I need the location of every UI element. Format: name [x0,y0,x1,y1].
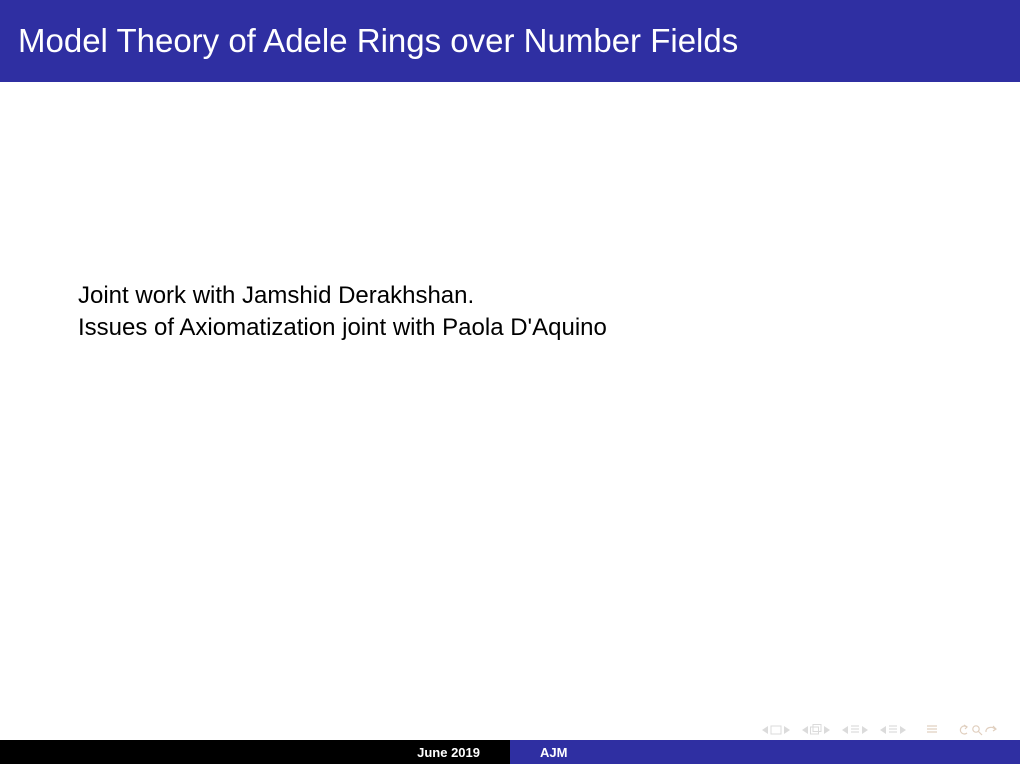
slide-frame-icon[interactable] [770,725,782,735]
goto-arrow-icon[interactable] [984,724,998,736]
title-bar: Model Theory of Adele Rings over Number … [0,0,1020,82]
footer-short-title: AJM [510,740,1020,764]
chevron-right-icon[interactable] [862,726,868,734]
footer-date: June 2019 [0,740,510,764]
chevron-right-icon[interactable] [900,726,906,734]
chevron-left-icon[interactable] [842,726,848,734]
back-arrow-icon[interactable] [958,724,970,736]
chevron-left-icon[interactable] [762,726,768,734]
footer-bar: June 2019 AJM [0,740,1020,764]
body-line-1: Joint work with Jamshid Derakhshan. [78,280,940,312]
nav-section-group [802,724,830,736]
chevron-left-icon[interactable] [880,726,886,734]
body-line-2: Issues of Axiomatization joint with Paol… [78,312,940,344]
presentation-lines-icon[interactable] [926,724,938,736]
slide: Model Theory of Adele Rings over Number … [0,0,1020,764]
chevron-right-icon[interactable] [824,726,830,734]
subsection-lines-icon[interactable] [850,724,860,736]
search-icon[interactable] [971,724,983,736]
slide-title: Model Theory of Adele Rings over Number … [18,22,738,60]
chevron-left-icon[interactable] [802,726,808,734]
subsection-lines-icon[interactable] [888,724,898,736]
nav-slide-group [762,725,790,735]
slide-body: Joint work with Jamshid Derakhshan. Issu… [78,280,940,345]
section-frames-icon[interactable] [810,724,822,736]
nav-subsection-group [842,724,868,736]
nav-bar [0,720,1020,740]
nav-subsection2-group [880,724,906,736]
refresh-group [958,724,998,736]
chevron-right-icon[interactable] [784,726,790,734]
